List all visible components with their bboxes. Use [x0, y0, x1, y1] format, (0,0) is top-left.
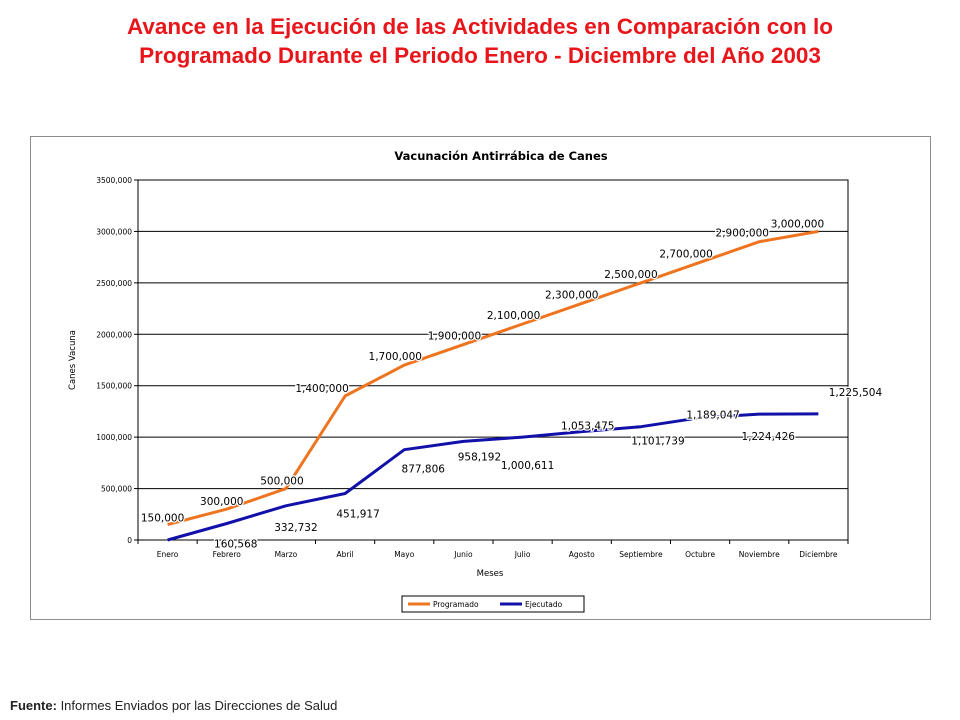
- data-label-programado: 150,000: [141, 513, 184, 525]
- data-label-programado: 2,900,000: [716, 228, 769, 240]
- data-label-ejecutado: 332,732: [274, 522, 317, 534]
- y-tick-label: 3000,000: [96, 227, 132, 236]
- data-label-programado: 2,300,000: [545, 289, 598, 301]
- data-label-programado: 3,000,000: [771, 218, 824, 230]
- data-label-ejecutado: 1,189,047: [686, 410, 739, 422]
- data-label-programado: 2,100,000: [487, 310, 540, 322]
- y-tick-label: 0: [127, 536, 132, 545]
- source-label: Fuente:: [10, 698, 57, 713]
- x-tick-label: Abril: [337, 550, 354, 559]
- x-tick-label: Junio: [453, 550, 473, 559]
- x-tick-label: Diciembre: [799, 550, 838, 559]
- x-axis-title: Meses: [477, 569, 504, 579]
- y-tick-label: 3500,000: [96, 176, 132, 185]
- page-title-line-2: Programado Durante el Periodo Enero - Di…: [139, 43, 821, 68]
- x-tick-label: Octubre: [685, 550, 715, 559]
- data-label-ejecutado: 1,224,426: [742, 431, 796, 443]
- data-label-ejecutado: 1,000,611: [501, 460, 554, 472]
- x-tick-label: Agosto: [569, 550, 595, 559]
- chart-title: Vacunación Antirrábica de Canes: [394, 149, 607, 163]
- data-label-programado: 300,000: [200, 496, 243, 508]
- x-tick-label: Septiembre: [619, 550, 663, 559]
- legend: [401, 595, 585, 613]
- y-tick-label: 2000,000: [96, 330, 132, 339]
- data-label-programado: 500,000: [260, 476, 303, 488]
- x-tick-label: Febrero: [213, 550, 242, 559]
- data-label-programado: 1,900,000: [428, 331, 481, 343]
- data-label-programado: 1,700,000: [369, 351, 422, 363]
- source-note: Fuente: Informes Enviados por las Direcc…: [10, 698, 337, 713]
- chart-svg: Vacunación Antirrábica de Canes 0 500,000 1…: [68, 149, 884, 613]
- x-tick-label: Julio: [514, 550, 531, 559]
- y-tick-label: 1500,000: [96, 382, 132, 391]
- source-text: Informes Enviados por las Direcciones de…: [56, 698, 338, 713]
- legend-label-ejecutado: Ejecutado: [525, 600, 563, 609]
- y-tick-label: 1000,000: [96, 433, 132, 442]
- data-label-programado: 2,700,000: [659, 248, 712, 260]
- y-tick-label: 2500,000: [96, 279, 132, 288]
- data-label-ejecutado: 958,192: [458, 451, 501, 463]
- data-label-programado: 1,400,000: [295, 383, 348, 395]
- x-tick-label: Mayo: [394, 550, 415, 559]
- series-line-programado: [167, 229, 819, 527]
- y-tick-label: 500,000: [101, 485, 132, 494]
- data-label-ejecutado: 1,101,739: [631, 436, 684, 448]
- data-label-ejecutado: 160,568: [214, 538, 257, 550]
- data-label-ejecutado: 1,225,504: [829, 387, 883, 399]
- page-title-line-1: Avance en la Ejecución de las Actividade…: [126, 14, 834, 39]
- y-axis-title: Canes Vacuna: [68, 330, 78, 390]
- data-label-programado: 2,500,000: [604, 269, 657, 281]
- x-tick-label: Enero: [157, 550, 179, 559]
- legend-label-programado: Programado: [433, 600, 479, 609]
- data-label-ejecutado: 1,053,475: [561, 421, 614, 433]
- chart-frame: Vacunación Antirrábica de Canes 0 500,000 1…: [30, 136, 931, 620]
- page-title: Avance en la Ejecución de las Actividade…: [0, 12, 960, 70]
- data-label-ejecutado: 877,806: [402, 464, 446, 476]
- series-line-ejecutado: [167, 412, 819, 542]
- x-tick-label: Noviembre: [739, 550, 780, 559]
- x-tick-label: Marzo: [275, 550, 298, 559]
- data-label-ejecutado: 451,917: [336, 509, 379, 521]
